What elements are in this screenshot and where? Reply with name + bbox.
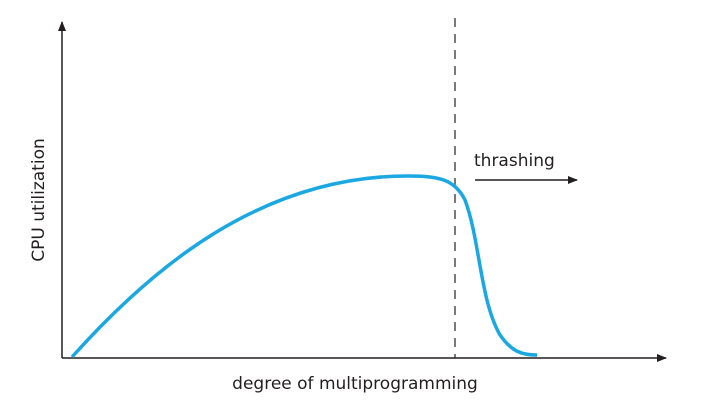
y-axis-label: CPU utilization	[29, 138, 49, 261]
annotation: thrashing	[474, 151, 555, 171]
x-axis-label: degree of multiprogramming	[232, 374, 478, 394]
utilization-curve	[70, 174, 538, 359]
